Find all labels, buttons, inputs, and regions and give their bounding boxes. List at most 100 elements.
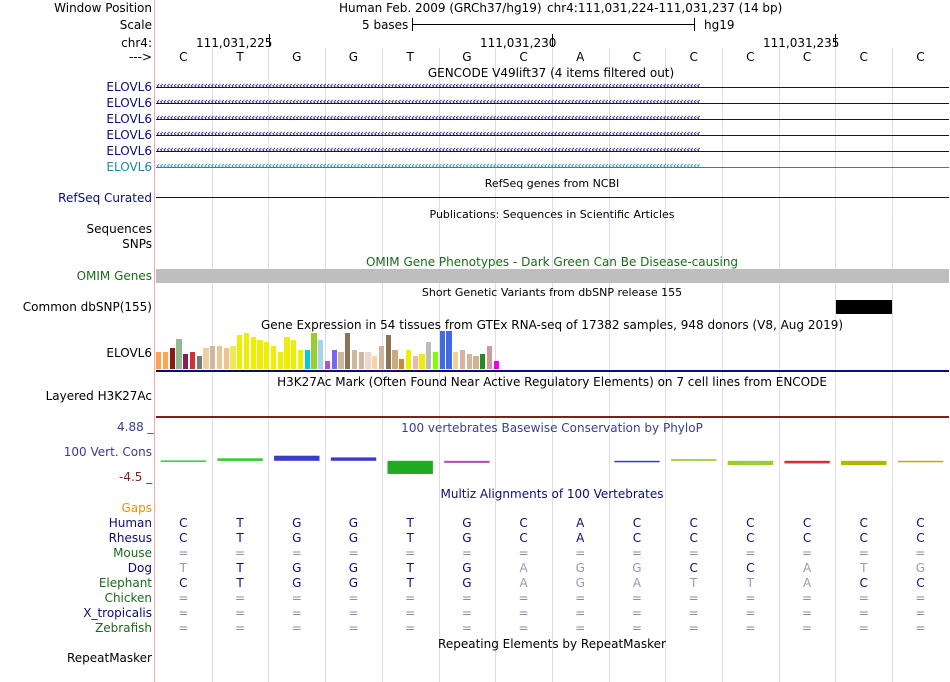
multiz-gaps-label[interactable]: Gaps	[121, 501, 152, 515]
phylop-plot[interactable]	[0, 440, 950, 480]
repeatmasker-label[interactable]: RepeatMasker	[66, 651, 152, 665]
gencode-transcript-label[interactable]: ELOVL6	[106, 160, 152, 174]
multiz-species-label[interactable]: Mouse	[113, 546, 152, 560]
gtex-label[interactable]: ELOVL6	[106, 346, 152, 360]
dbsnp-label[interactable]: Common dbSNP(155)	[22, 300, 152, 314]
gtex-tissue-bar[interactable]	[257, 340, 263, 369]
gtex-tissue-bar[interactable]	[446, 331, 452, 369]
h3k27ac-track-title[interactable]: H3K27Ac Mark (Often Found Near Active Re…	[277, 375, 827, 389]
gencode-transcript-label[interactable]: ELOVL6	[106, 96, 152, 110]
gtex-tissue-bar[interactable]	[230, 346, 236, 369]
gtex-tissue-bar[interactable]	[385, 335, 391, 369]
gencode-transcript-line[interactable]	[156, 87, 949, 88]
gtex-tissue-bar[interactable]	[189, 352, 196, 369]
dbsnp-variant[interactable]	[836, 300, 892, 314]
gtex-tissue-bar[interactable]	[365, 352, 371, 369]
gencode-transcript-label[interactable]: ELOVL6	[106, 80, 152, 94]
multiz-species-label[interactable]: X_tropicalis	[83, 606, 152, 620]
omim-gene-bar[interactable]	[156, 269, 949, 283]
snps-label[interactable]: SNPs	[122, 237, 152, 251]
multiz-base: C	[916, 576, 925, 590]
gtex-tissue-bar[interactable]	[196, 356, 202, 369]
gencode-transcript-label[interactable]: ELOVL6	[106, 112, 152, 126]
multiz-species-label[interactable]: Elephant	[98, 576, 152, 590]
omim-label[interactable]: OMIM Genes	[76, 269, 152, 283]
gtex-tissue-bar[interactable]	[304, 350, 310, 369]
gtex-tissue-bar[interactable]	[183, 354, 189, 369]
gtex-tissue-bar[interactable]	[412, 356, 418, 369]
multiz-species-label[interactable]: Zebrafish	[95, 621, 152, 635]
gtex-tissue-bar[interactable]	[210, 346, 216, 369]
multiz-species-label[interactable]: Human	[108, 516, 152, 530]
gtex-tissue-bar[interactable]	[277, 352, 283, 369]
phylop-label[interactable]: 100 Vert. Cons	[63, 445, 152, 459]
gencode-transcript-label[interactable]: ELOVL6	[106, 128, 152, 142]
gencode-transcript-line[interactable]	[156, 135, 949, 136]
gtex-tissue-bar[interactable]	[264, 342, 270, 369]
gencode-transcript-line[interactable]	[156, 119, 949, 120]
publications-track-title[interactable]: Publications: Sequences in Scientific Ar…	[429, 208, 675, 221]
gtex-tissue-bar[interactable]	[399, 359, 405, 369]
gtex-tissue-bar[interactable]	[250, 337, 256, 369]
gencode-transcript-line[interactable]	[156, 103, 949, 104]
gtex-tissue-bar[interactable]	[392, 350, 398, 369]
dbsnp-track-title[interactable]: Short Genetic Variants from dbSNP releas…	[421, 286, 683, 299]
gtex-tissue-bar[interactable]	[378, 346, 385, 369]
gtex-tissue-bar[interactable]	[486, 346, 493, 369]
gtex-tissue-bar[interactable]	[297, 350, 304, 369]
refseq-label[interactable]: RefSeq Curated	[58, 191, 152, 205]
gtex-tissue-bar[interactable]	[311, 333, 317, 369]
gtex-tissue-bar[interactable]	[162, 352, 169, 369]
gtex-tissue-bar[interactable]	[216, 346, 223, 369]
gtex-tissue-bar[interactable]	[223, 348, 229, 369]
gtex-track-title[interactable]: Gene Expression in 54 tissues from GTEx …	[260, 318, 844, 332]
gtex-tissue-bar[interactable]	[291, 340, 297, 369]
gtex-tissue-bar[interactable]	[358, 352, 364, 369]
gtex-tissue-bar[interactable]	[318, 340, 324, 369]
position-label[interactable]: chr4:111,031,224-111,031,237 (14 bp)	[547, 1, 783, 15]
omim-track-title[interactable]: OMIM Gene Phenotypes - Dark Green Can Be…	[365, 255, 739, 269]
h3k27ac-label[interactable]: Layered H3K27Ac	[45, 389, 152, 403]
multiz-species-label[interactable]: Chicken	[104, 591, 152, 605]
gtex-tissue-bar[interactable]	[284, 337, 290, 369]
gtex-tissue-bar[interactable]	[243, 333, 250, 369]
gtex-tissue-bar[interactable]	[331, 350, 337, 369]
gtex-tissue-bar[interactable]	[453, 352, 459, 369]
gtex-tissue-bar[interactable]	[338, 352, 344, 369]
gtex-tissue-bar[interactable]	[466, 354, 472, 369]
gtex-tissue-bar[interactable]	[156, 352, 162, 369]
gtex-tissue-bar[interactable]	[324, 361, 331, 369]
multiz-track-title[interactable]: Multiz Alignments of 100 Vertebrates	[440, 487, 664, 501]
gtex-tissue-bar[interactable]	[351, 350, 358, 369]
gtex-tissue-bar[interactable]	[237, 335, 243, 369]
gtex-tissue-bar[interactable]	[473, 356, 479, 369]
gtex-tissue-bar[interactable]	[493, 361, 499, 369]
reference-base: C	[802, 50, 812, 64]
gtex-tissue-bar[interactable]	[426, 342, 432, 369]
gencode-transcript-label[interactable]: ELOVL6	[106, 144, 152, 158]
gtex-tissue-bar[interactable]	[432, 352, 439, 369]
gtex-tissue-bar[interactable]	[405, 350, 412, 369]
gencode-transcript-line[interactable]	[156, 167, 949, 168]
gtex-tissue-bar[interactable]	[169, 348, 175, 369]
gtex-tissue-bar[interactable]	[480, 354, 486, 369]
gencode-track-title[interactable]: GENCODE V49lift37 (4 items filtered out)	[427, 66, 675, 80]
multiz-species-label[interactable]: Dog	[127, 561, 152, 575]
repeatmasker-track-title[interactable]: Repeating Elements by RepeatMasker	[438, 637, 666, 651]
gtex-tissue-bar[interactable]	[176, 339, 182, 369]
phylop-track-title[interactable]: 100 vertebrates Basewise Conservation by…	[401, 421, 703, 435]
gtex-tissue-bar[interactable]	[459, 350, 466, 369]
multiz-species-label[interactable]: Rhesus	[108, 531, 152, 545]
multiz-base: =	[631, 546, 642, 560]
gtex-tissue-bar[interactable]	[203, 348, 209, 369]
sequences-label[interactable]: Sequences	[86, 222, 152, 236]
gtex-tissue-bar[interactable]	[439, 331, 445, 369]
gtex-tissue-bar[interactable]	[419, 354, 425, 369]
refseq-track-title[interactable]: RefSeq genes from NCBI	[484, 177, 620, 190]
gtex-tissue-bar[interactable]	[372, 356, 378, 369]
gtex-tissue-bar[interactable]	[270, 346, 277, 369]
gtex-tissue-bar[interactable]	[345, 333, 351, 369]
gencode-transcript-line[interactable]	[156, 151, 949, 152]
refseq-gene-line[interactable]	[156, 197, 949, 198]
